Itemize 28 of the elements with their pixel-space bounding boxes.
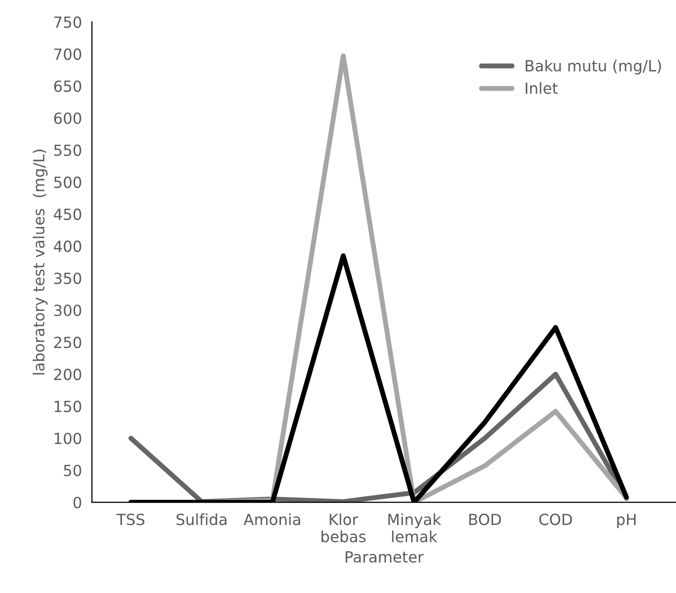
x-tick-label: COD xyxy=(539,514,572,526)
y-tick-label: 250 xyxy=(54,336,82,348)
legend-label: Inlet xyxy=(526,82,558,94)
legend-label: Baku mutu (mg/L) xyxy=(526,60,661,74)
y-tick-label: 450 xyxy=(54,208,82,220)
x-tick-label: Klor bebas xyxy=(322,513,366,542)
y-tick-label: 0 xyxy=(74,496,82,508)
x-tick-label: pH xyxy=(617,514,636,528)
y-tick-label: 150 xyxy=(54,400,82,412)
y-axis-title: laboratory test values (mg/L) xyxy=(32,150,48,374)
x-tick-label: TSS xyxy=(116,514,144,526)
y-tick-label: 350 xyxy=(54,272,82,284)
x-tick-label: BOD xyxy=(469,514,501,526)
y-tick-label: 650 xyxy=(54,80,82,92)
y-tick-label: 400 xyxy=(54,240,82,252)
y-tick-label: 600 xyxy=(54,112,82,124)
y-tick-label: 100 xyxy=(54,432,82,444)
y-tick-label: 200 xyxy=(54,368,82,380)
y-tick-label: 300 xyxy=(54,304,82,316)
y-tick-label: 700 xyxy=(54,48,82,60)
y-tick-label: 750 xyxy=(54,16,82,28)
x-tick-label: Sulfida xyxy=(176,513,226,526)
x-tick-label: Minyak lemak xyxy=(388,513,442,542)
x-axis-title: Parameter xyxy=(346,551,424,563)
y-tick-label: 500 xyxy=(54,176,82,188)
y-tick-label: 50 xyxy=(64,464,82,476)
y-tick-label: 550 xyxy=(54,144,82,156)
x-tick-label: Amonia xyxy=(244,513,300,526)
